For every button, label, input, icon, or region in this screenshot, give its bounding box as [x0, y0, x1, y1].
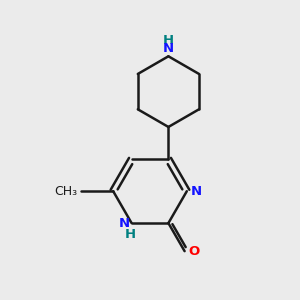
Text: O: O: [188, 244, 200, 258]
Text: H: H: [163, 34, 174, 47]
Text: H: H: [124, 228, 136, 242]
Text: CH₃: CH₃: [54, 185, 77, 198]
Text: N: N: [163, 42, 174, 55]
Text: N: N: [190, 185, 202, 198]
Text: N: N: [119, 217, 130, 230]
